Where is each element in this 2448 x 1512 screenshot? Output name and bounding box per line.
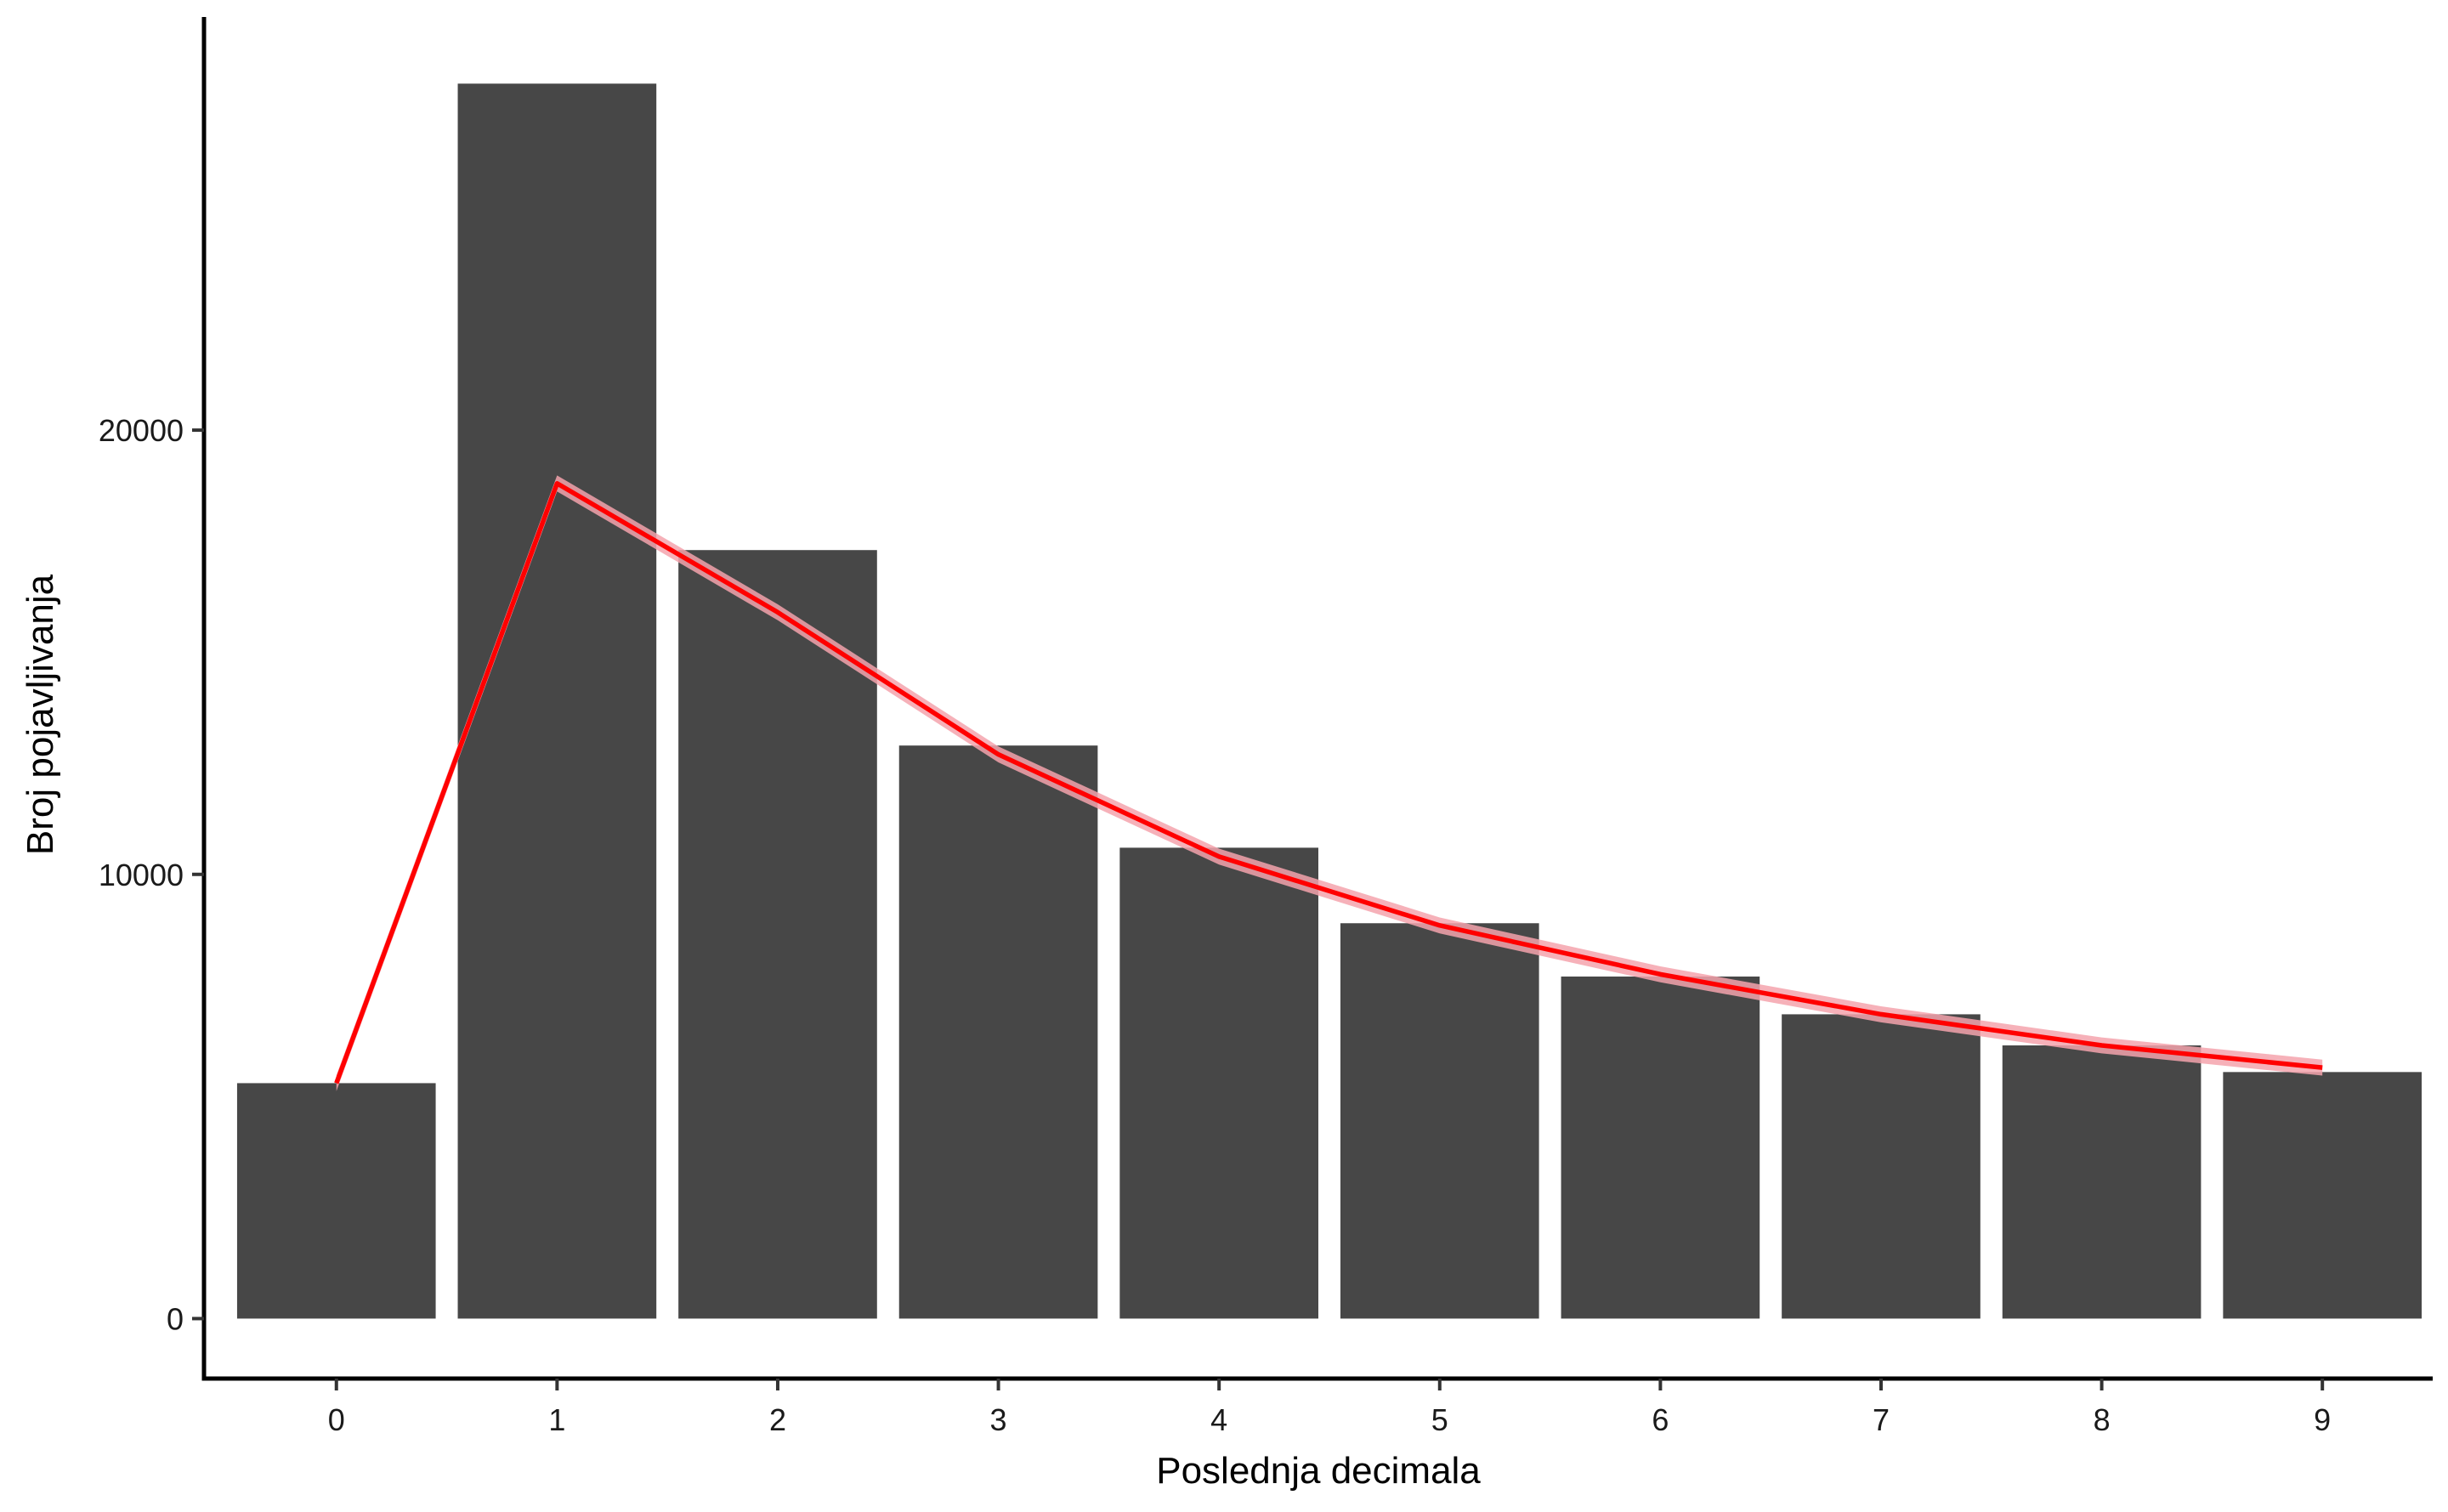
x-tick-label: 7 <box>1873 1402 1890 1437</box>
x-tick-label: 3 <box>990 1402 1007 1437</box>
bar-7 <box>1782 1014 1980 1319</box>
y-tick-label: 0 <box>167 1301 184 1336</box>
x-tick-label: 6 <box>1652 1402 1669 1437</box>
bar-6 <box>1561 976 1760 1319</box>
bar-9 <box>2223 1072 2422 1319</box>
bar-4 <box>1119 847 1318 1319</box>
x-ticks: 0 1 2 3 4 5 6 7 8 9 <box>328 1379 2331 1437</box>
bar-1 <box>457 83 657 1319</box>
x-axis-title: Poslednja decimala <box>1156 1450 1481 1492</box>
y-tick-label: 20000 <box>99 413 184 448</box>
bar-2 <box>678 550 877 1319</box>
x-tick-label: 2 <box>769 1402 786 1437</box>
y-axis-title: Broj pojavljivanja <box>20 574 61 855</box>
x-tick-label: 8 <box>2094 1402 2111 1437</box>
bar-5 <box>1340 923 1539 1319</box>
line-layer <box>334 481 2323 1084</box>
bar-0 <box>236 1083 436 1319</box>
bars <box>236 83 2422 1319</box>
x-tick-label: 0 <box>328 1402 345 1437</box>
x-tick-label: 1 <box>548 1402 565 1437</box>
axes <box>201 17 2433 1381</box>
y-tick-label: 10000 <box>99 858 184 892</box>
y-ticks: 0 10000 20000 <box>99 413 204 1336</box>
bar-8 <box>2002 1045 2202 1319</box>
x-tick-label: 4 <box>1210 1402 1227 1437</box>
bar-3 <box>898 745 1098 1319</box>
x-tick-label: 5 <box>1431 1402 1448 1437</box>
trend-line <box>334 481 2323 1084</box>
x-tick-label: 9 <box>2314 1402 2331 1437</box>
